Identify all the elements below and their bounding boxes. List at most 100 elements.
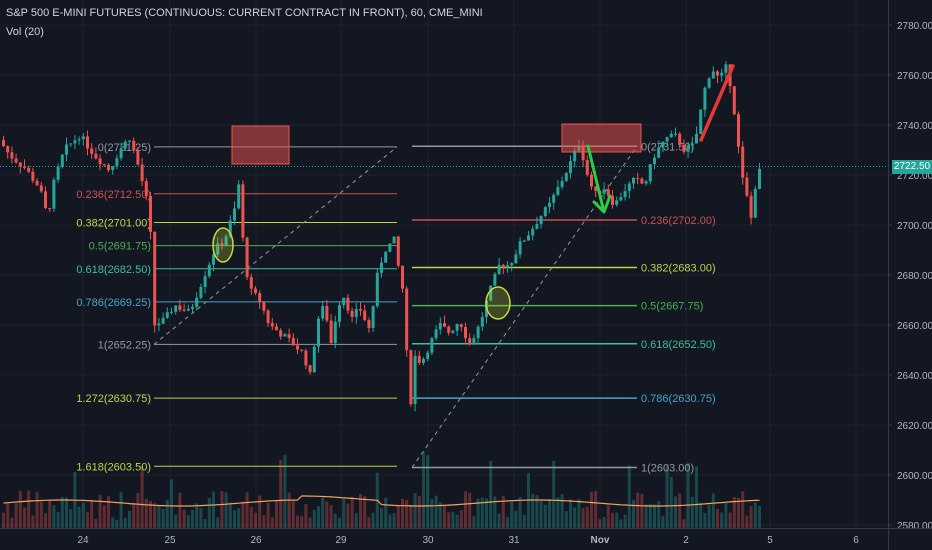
volume-bar — [489, 460, 493, 528]
candle-body — [161, 317, 165, 324]
candle-body — [611, 195, 614, 205]
candle-body — [388, 243, 392, 252]
volume-bar — [632, 499, 635, 528]
fib-left-label: 0.236(2712.50) — [76, 189, 151, 201]
volume-bar — [569, 499, 572, 528]
candles[interactable] — [2, 61, 761, 412]
time-tick-label: 31 — [508, 535, 520, 546]
volume-bar — [144, 498, 148, 528]
volume-bar — [157, 504, 161, 528]
fib-left-label: 1(2652.25) — [98, 339, 151, 351]
candle-body — [443, 323, 446, 327]
volume-bar — [308, 517, 312, 528]
candle-body — [455, 324, 459, 331]
volume-bar — [6, 502, 10, 528]
volume-bar — [304, 504, 308, 528]
candle-body — [539, 216, 543, 225]
candle-body — [178, 305, 182, 310]
candle-body — [514, 254, 518, 264]
candle-body — [396, 236, 400, 266]
volume-bar — [174, 514, 178, 528]
volume-bar — [94, 518, 98, 528]
candle-body — [73, 140, 77, 144]
volume-bar — [745, 515, 749, 528]
candle-body — [283, 334, 287, 337]
highlight-ellipse-right — [485, 286, 511, 320]
volume-bar — [132, 503, 136, 528]
fib-retracements[interactable]: 0(2731.25)0.236(2712.50)0.382(2701.00)0.… — [76, 141, 715, 474]
volume-bar — [182, 509, 186, 528]
volume-bar — [140, 466, 144, 528]
candle-body — [186, 308, 190, 311]
volume-bar — [514, 510, 518, 528]
candle-body — [144, 181, 148, 197]
candle-body — [77, 139, 81, 141]
volume-bar — [270, 517, 274, 528]
candle-body — [468, 338, 472, 345]
volume-bar — [317, 506, 320, 528]
volume-bar — [455, 514, 459, 528]
volume-bar — [669, 476, 673, 528]
drawings[interactable] — [212, 64, 735, 320]
candle-body — [476, 326, 480, 339]
price-tick-label: 2720.00 — [897, 171, 932, 182]
candle-body — [220, 243, 224, 246]
volume-bar — [115, 519, 119, 528]
candle-body — [90, 148, 94, 154]
candle-body — [493, 274, 497, 286]
volume-bar — [451, 511, 455, 528]
candle-body — [686, 145, 690, 152]
candle-body — [182, 309, 186, 311]
volume-bar — [598, 519, 602, 528]
volume-bar — [333, 513, 337, 528]
volume-bar — [686, 462, 690, 528]
candle-body — [115, 158, 119, 167]
volume-bar — [275, 501, 278, 528]
candle-body — [111, 166, 115, 171]
candle-body — [157, 323, 161, 326]
volume-bar — [413, 493, 417, 528]
price-tick-label: 2680.00 — [897, 271, 932, 282]
candle-body — [590, 174, 593, 187]
volume-bar — [417, 496, 421, 528]
time-tick-label: 6 — [853, 535, 859, 546]
price-tick-label: 2620.00 — [897, 421, 932, 432]
fib-left-label: 0.5(2691.75) — [89, 241, 151, 253]
volume-bar — [560, 494, 564, 528]
candle-body — [409, 350, 413, 405]
volume-bar — [363, 496, 367, 528]
candle-body — [354, 309, 358, 317]
volume-bars — [2, 452, 761, 528]
candle-body — [363, 310, 367, 321]
candle-body — [102, 164, 106, 166]
volume-bar — [111, 517, 115, 528]
volume-label: Vol (20) — [6, 26, 44, 38]
candle-body — [430, 338, 434, 353]
candle-body — [678, 133, 682, 145]
volume-bar — [724, 502, 728, 528]
candle-body — [480, 316, 484, 327]
time-tick-label: 2 — [683, 535, 689, 546]
candle-body — [594, 186, 598, 191]
volume-bar — [346, 503, 350, 528]
volume-bar — [585, 506, 589, 528]
volume-bar — [720, 512, 724, 528]
volume-bar — [661, 515, 665, 528]
price-axis[interactable]: 2780.00 2760.00 2740.00 2720.00 2700.00 2680.… — [888, 0, 932, 550]
volume-bar — [434, 495, 438, 528]
fib-left-label: 0.382(2701.00) — [76, 218, 151, 230]
candle-body — [497, 264, 501, 275]
candle-body — [665, 137, 669, 142]
candle-body — [48, 208, 52, 210]
volume-bar — [212, 491, 215, 528]
time-axis[interactable]: 24 25 26 29 30 31 Nov 2 5 6 — [0, 528, 932, 547]
candle-body — [669, 133, 673, 138]
candle-body — [758, 168, 761, 189]
candle-body — [384, 251, 388, 263]
candle-body — [207, 264, 211, 277]
candle-body — [573, 150, 577, 162]
candle-body — [65, 144, 68, 155]
volume-bar — [153, 503, 157, 528]
volume-bar — [203, 519, 207, 528]
